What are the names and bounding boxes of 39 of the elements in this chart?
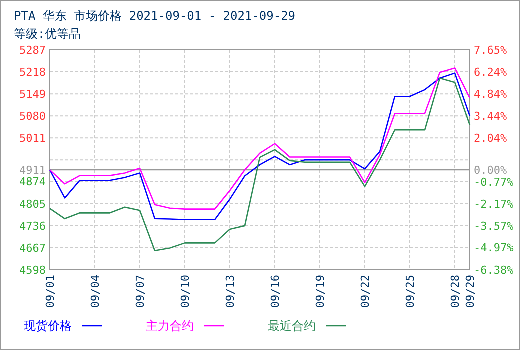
x-tick-label: 09/29 [464, 275, 477, 308]
y-tick-label: 5011 [20, 132, 46, 145]
x-tick-label: 09/07 [134, 275, 147, 308]
y2-tick-label: -2.17% [474, 198, 514, 211]
legend-label: 主力合约 [146, 319, 194, 334]
y-tick-label: 4598 [20, 264, 46, 277]
y2-tick-label: -4.97% [474, 242, 514, 255]
x-tick-label: 09/04 [88, 274, 102, 308]
y2-tick-label: 3.44% [474, 110, 508, 123]
x-tick-label: 09/16 [268, 275, 282, 308]
y2-tick-label: 2.04% [474, 132, 508, 145]
legend-label: 现货价格 [24, 319, 72, 334]
chart-title: PTA 华东 市场价格 2021-09-01 - 2021-09-29 [14, 9, 296, 23]
y2-tick-label: 4.84% [474, 88, 508, 101]
y-tick-label: 4805 [20, 198, 46, 211]
y2-tick-label: 7.65% [474, 44, 508, 57]
legend-label: 最近合约 [268, 319, 316, 334]
x-tick-label: 09/19 [314, 275, 327, 308]
y-tick-label: 5287 [20, 44, 46, 57]
y2-tick-label: -3.57% [474, 220, 514, 233]
line-series [49, 78, 471, 252]
y-tick-label: 5080 [20, 110, 46, 123]
x-tick-label: 09/25 [404, 275, 417, 308]
x-tick-label: 09/22 [358, 275, 372, 308]
chart-subtitle: 等级:优等品 [14, 27, 82, 41]
y-tick-label: 4911 [20, 164, 46, 177]
y-tick-label: 4874 [20, 176, 46, 189]
x-tick-label: 09/10 [178, 275, 192, 308]
x-tick-label: 09/13 [224, 275, 237, 308]
y2-tick-label: 0.00% [474, 164, 508, 177]
y2-tick-label: 6.24% [474, 66, 508, 79]
y-tick-label: 4736 [20, 220, 46, 233]
y-tick-label: 4667 [20, 242, 46, 255]
y-tick-label: 5218 [20, 66, 46, 79]
y2-tick-label: -0.77% [474, 176, 514, 189]
y-tick-label: 5149 [20, 88, 46, 101]
x-tick-label: 09/01 [44, 275, 57, 308]
y2-tick-label: -6.38% [474, 264, 514, 277]
x-tick-label: 09/28 [448, 275, 462, 308]
